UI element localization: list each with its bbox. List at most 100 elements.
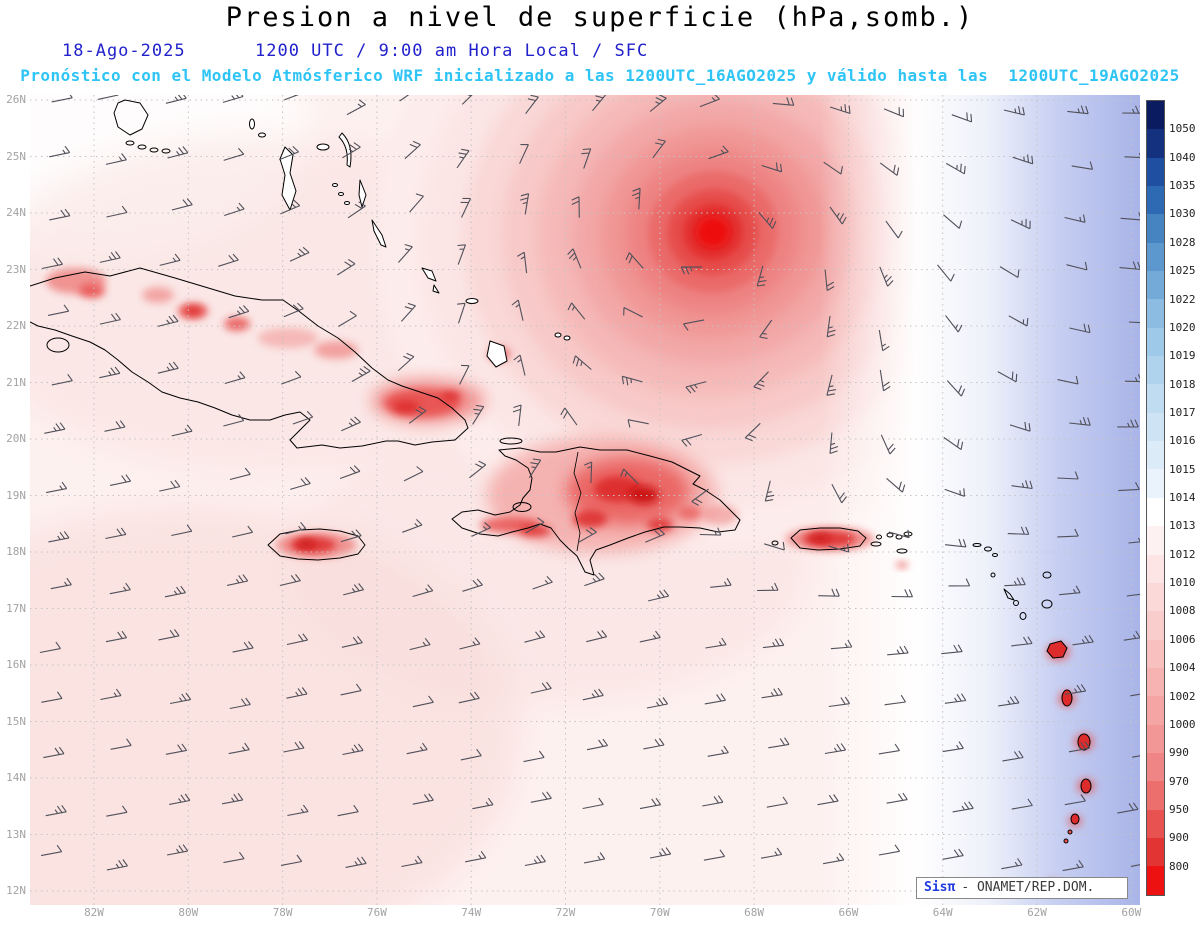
colorbar-cell (1147, 101, 1164, 130)
colorbar-cell (1147, 866, 1164, 895)
colorbar-cell (1147, 667, 1164, 697)
colorbar-cell (1147, 724, 1164, 753)
lat-tick-label: 25N (6, 149, 26, 163)
latlon-grid (30, 95, 1140, 905)
colorbar-label: 1006 (1169, 632, 1196, 646)
colorbar-cell (1147, 242, 1164, 272)
coastline-puerto-rico (771, 527, 882, 551)
colorbar-cell (1147, 129, 1164, 158)
colorbar-label: 1040 (1169, 150, 1196, 164)
colorbar-label: 1010 (1169, 576, 1196, 590)
colorbar-label: 1013 (1169, 519, 1196, 533)
colorbar-label: 970 (1169, 774, 1189, 788)
colorbar-cell (1147, 214, 1164, 243)
lon-tick-label: 78W (272, 906, 293, 919)
lon-tick-label: 80W (178, 906, 199, 919)
colorbar-label: 1008 (1169, 604, 1196, 618)
colorbar-cell (1147, 837, 1164, 867)
colorbar-cell (1147, 752, 1164, 782)
lat-tick-label: 22N (6, 319, 26, 332)
colorbar-label: 1030 (1169, 207, 1196, 221)
lat-tick-label: 20N (6, 432, 26, 445)
colorbar-label: 1022 (1169, 292, 1196, 306)
lat-tick-label: 19N (6, 488, 26, 502)
lat-tick-label: 15N (6, 714, 26, 728)
colorbar-label: 900 (1169, 831, 1189, 845)
lon-tick-label: 62W (1027, 906, 1047, 919)
colorbar-cell (1147, 582, 1164, 612)
lat-tick-label: 26N (6, 93, 26, 106)
colorbar-label: 990 (1169, 746, 1189, 760)
colorbar-label: 950 (1169, 802, 1189, 816)
pressure-shading (30, 95, 1140, 905)
lon-tick-label: 76W (366, 906, 387, 919)
colorbar-cell (1147, 554, 1164, 583)
colorbar-label: 800 (1169, 859, 1189, 873)
lat-tick-label: 16N (6, 658, 26, 671)
colorbar-cell (1147, 696, 1164, 725)
colorbar-label: 1018 (1169, 377, 1196, 391)
colorbar-cell (1147, 186, 1164, 215)
colorbar-label: 1025 (1169, 264, 1196, 278)
colorbar-label: 1004 (1169, 661, 1196, 675)
valid-date: 18-Ago-2025 (62, 41, 186, 61)
colorbar-cell (1147, 299, 1164, 328)
lat-tick-label: 21N (6, 375, 26, 389)
colorbar-label: 1019 (1169, 349, 1196, 363)
colorbar-label: 1000 (1169, 717, 1196, 731)
lat-tick-label: 18N (6, 545, 26, 558)
lon-tick-label: 72W (555, 906, 576, 919)
colorbar-cell (1147, 441, 1164, 470)
attribution-box: Sisπ - ONAMET/REP.DOM. (916, 877, 1128, 899)
coastline-florida-keys (113, 99, 171, 154)
colorbar-label: 1015 (1169, 462, 1196, 476)
colorbar-label: 1002 (1169, 689, 1196, 703)
wind-barbs (39, 95, 1140, 872)
colorbar-cell (1147, 497, 1164, 527)
colorbar-cell (1147, 157, 1164, 187)
lat-tick-label: 13N (6, 827, 26, 841)
colorbar-label: 1014 (1169, 491, 1196, 504)
colorbar-cell (1147, 412, 1164, 442)
colorbar-label: 1017 (1169, 405, 1196, 419)
lat-tick-label: 17N (6, 601, 26, 615)
page-title: Presion a nivel de superficie (hPa,somb.… (225, 2, 975, 33)
colorbar-cell (1147, 384, 1164, 413)
lon-tick-label: 82W (84, 906, 104, 919)
colorbar-cell (1147, 526, 1164, 555)
forecast-description: Pronóstico con el Modelo Atmósferico WRF… (20, 66, 1180, 85)
colorbar-cell (1147, 356, 1164, 385)
lon-tick-label: 74W (461, 906, 482, 919)
attribution-text: - ONAMET/REP.DOM. (961, 880, 1095, 895)
coastline-bahamas (249, 118, 571, 368)
colorbar-label: 1012 (1169, 547, 1196, 561)
colorbar-label: 1050 (1169, 122, 1196, 136)
colorbar-strip (1146, 100, 1165, 896)
colorbar-cell (1147, 327, 1164, 357)
colorbar-cell (1147, 781, 1164, 810)
coastline-lesser-antilles (972, 543, 1092, 892)
colorbar-cell (1147, 639, 1164, 668)
lat-tick-label: 14N (6, 771, 26, 784)
colorbar-label: 1016 (1169, 434, 1196, 448)
colorbar-cell (1147, 469, 1164, 498)
colorbar-cell (1147, 271, 1164, 300)
lat-tick-label: 24N (6, 206, 26, 219)
colorbar-cell (1147, 611, 1164, 640)
pressure-map (30, 95, 1140, 905)
lon-tick-label: 68W (744, 906, 765, 919)
lat-tick-label: 23N (6, 262, 26, 276)
colorbar-label: 1028 (1169, 235, 1196, 249)
pressure-colorbar: 1050 1040 1035 1030 1028 1025 1022 1020 1019 1018… (1146, 100, 1200, 896)
lon-tick-label: 70W (649, 906, 670, 919)
coastline-cuba (30, 267, 469, 449)
colorbar-label: 1035 (1169, 179, 1196, 193)
coastline-hispaniola (451, 437, 741, 576)
lon-tick-label: 60W (1121, 906, 1142, 919)
colorbar-cell (1147, 809, 1164, 838)
attribution-brand: Sisπ (924, 880, 956, 895)
valid-time: 1200 UTC / 9:00 am Hora Local / SFC (255, 41, 649, 61)
colorbar-label: 1020 (1169, 320, 1196, 334)
lon-tick-label: 64W (932, 906, 953, 919)
